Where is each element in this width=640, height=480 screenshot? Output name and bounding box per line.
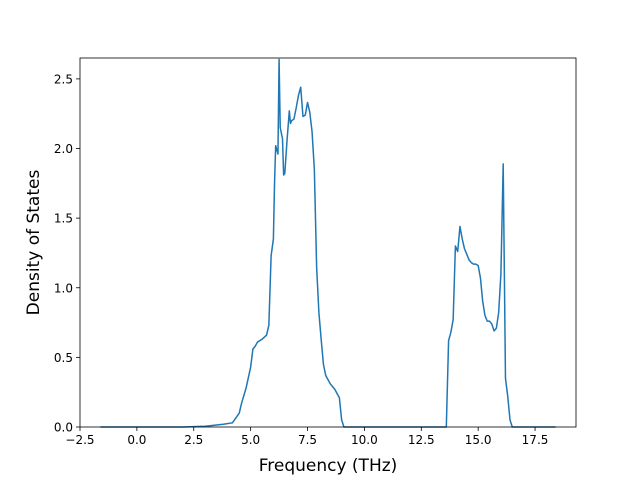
series-line [100, 58, 556, 428]
y-tick-label: 1.5 [54, 212, 73, 226]
y-tick-label: 2.0 [54, 142, 73, 156]
y-axis-label: Density of States [24, 170, 44, 316]
y-axis-ticks: 0.0 0.5 1.0 1.5 2.0 2.5 [54, 72, 80, 435]
x-axis-ticks: −2.5 0.0 2.5 5.0 7.5 10.0 12.5 15.0 17.5 [65, 427, 548, 447]
x-tick-label: 12.5 [408, 433, 435, 447]
x-tick-label: 10.0 [351, 433, 378, 447]
x-tick-label: 0.0 [127, 433, 146, 447]
y-tick-label: 0.5 [54, 351, 73, 365]
y-tick-label: 0.0 [54, 421, 73, 435]
plot-frame [79, 57, 577, 428]
x-tick-label: 7.5 [298, 433, 317, 447]
x-axis-label: Frequency (THz) [259, 456, 398, 476]
x-tick-label: 5.0 [241, 433, 260, 447]
x-tick-label: −2.5 [65, 433, 94, 447]
x-tick-label: 15.0 [465, 433, 492, 447]
x-tick-label: 2.5 [184, 433, 203, 447]
y-tick-label: 2.5 [54, 72, 73, 86]
plot-area [80, 58, 576, 427]
y-tick-label: 1.0 [54, 281, 73, 295]
x-tick-label: 17.5 [522, 433, 549, 447]
